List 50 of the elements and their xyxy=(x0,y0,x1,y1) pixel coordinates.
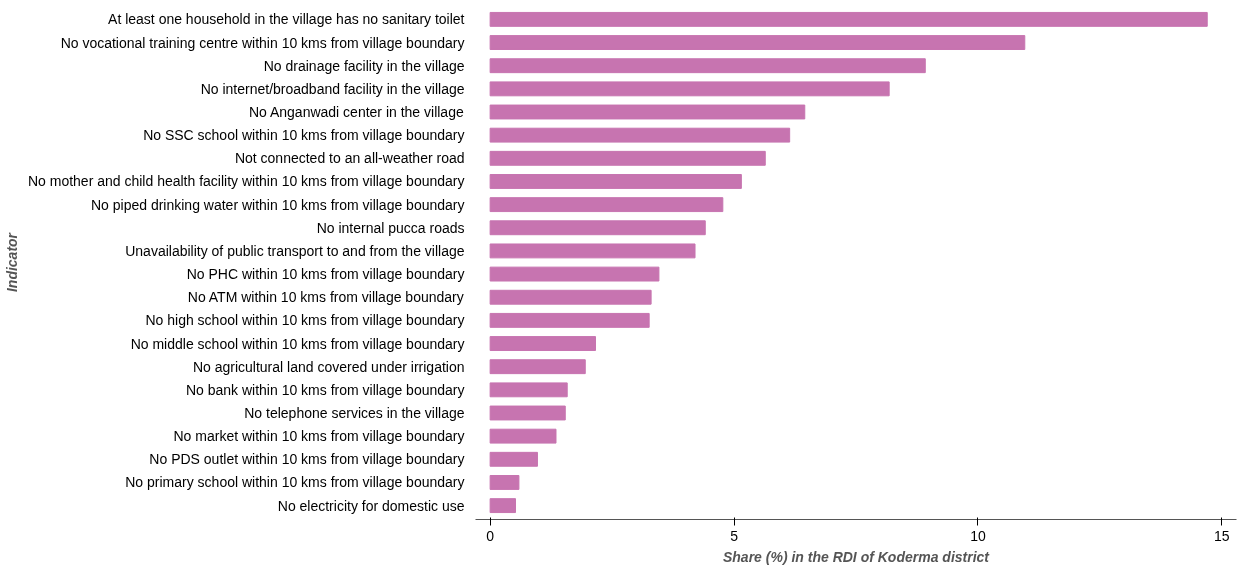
bar xyxy=(489,428,557,444)
y-tick-label: No drainage facility in the village xyxy=(263,57,465,74)
bar xyxy=(489,336,596,351)
y-tick-label: No internet/broadband facility in the village xyxy=(200,80,465,97)
y-tick-label: No vocational training centre within 10 kms from village boundary xyxy=(60,34,465,51)
bar xyxy=(489,11,1208,27)
y-tick-label: No agricultural land covered under irrigation xyxy=(192,358,465,375)
bar xyxy=(489,312,650,328)
x-tick-label: 15 xyxy=(1214,527,1230,544)
x-tick-label: 10 xyxy=(970,527,986,544)
y-tick-label: No internal pucca roads xyxy=(316,219,465,236)
y-tick-label: No piped drinking water within 10 kms from village boundary xyxy=(90,196,465,213)
bar xyxy=(489,220,706,236)
bar xyxy=(489,266,660,282)
bar xyxy=(489,104,806,120)
y-tick-label: At least one household in the village has no sanitary toilet xyxy=(108,11,465,28)
y-tick-label: No PHC within 10 kms from village boundary xyxy=(186,266,465,283)
y-tick-label: No bank within 10 kms from village boundary xyxy=(185,381,465,398)
bar xyxy=(489,35,1026,50)
bar xyxy=(489,359,586,375)
y-tick-label: No PDS outlet within 10 kms from village boundary xyxy=(149,451,465,468)
x-axis-title: Share (%) in the RDI of Koderma district xyxy=(722,548,991,565)
bar xyxy=(489,58,926,74)
bar xyxy=(489,243,696,259)
y-tick-label: No primary school within 10 kms from village boundary xyxy=(125,474,465,491)
y-tick-label: No high school within 10 kms from village boundary xyxy=(145,312,465,329)
bar xyxy=(489,451,538,467)
y-tick-label: No SSC school within 10 kms from village boundary xyxy=(143,127,465,144)
bar xyxy=(489,197,724,213)
y-tick-label: Not connected to an all-weather road xyxy=(234,150,465,167)
bar xyxy=(489,174,742,189)
y-tick-label: No Anganwadi center in the village xyxy=(248,104,464,120)
x-tick-label: 5 xyxy=(730,527,739,544)
y-tick-label: No middle school within 10 kms from village boundary xyxy=(130,335,465,352)
bar xyxy=(489,150,766,166)
bar xyxy=(489,81,890,97)
bar xyxy=(489,289,652,305)
bar xyxy=(489,382,568,398)
y-tick-label: Unavailability of public transport to and from the village xyxy=(125,242,465,259)
bar xyxy=(489,498,516,514)
y-tick-label: No telephone services in the village xyxy=(244,405,465,421)
y-axis-title: Indicator xyxy=(3,231,20,293)
bar xyxy=(489,475,520,490)
x-tick-label: 0 xyxy=(486,527,495,544)
y-tick-label: No mother and child health facility within 10 kms from village boundary xyxy=(27,173,465,190)
y-tick-label: No market within 10 kms from village boundary xyxy=(173,428,465,445)
bar xyxy=(489,405,566,421)
bar xyxy=(489,127,791,143)
y-tick-label: No electricity for domestic use xyxy=(277,497,465,514)
y-tick-label: No ATM within 10 kms from village boundary xyxy=(187,289,464,306)
